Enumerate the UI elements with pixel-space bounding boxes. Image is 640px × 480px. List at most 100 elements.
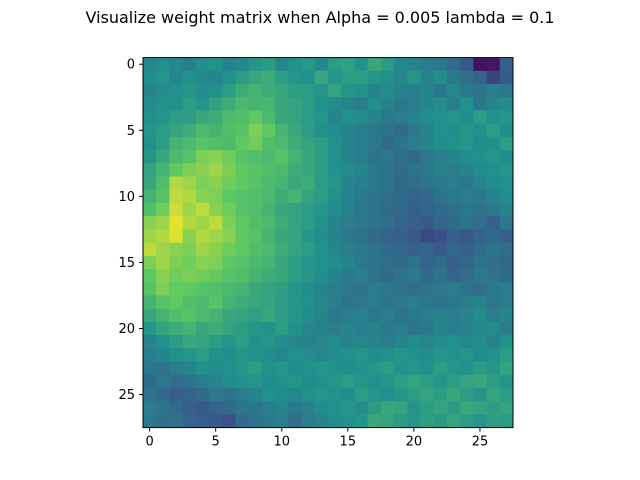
heatmap-cell: [195, 57, 210, 72]
heatmap-cell: [380, 269, 395, 283]
heatmap-cell: [328, 255, 342, 270]
heatmap-cell: [433, 361, 448, 376]
heatmap-cell: [420, 136, 435, 151]
heatmap-cell: [380, 70, 395, 85]
heatmap-cell: [143, 70, 157, 85]
heatmap-cell: [394, 387, 408, 402]
heatmap-cell: [182, 335, 197, 349]
heatmap-cell: [341, 308, 355, 323]
heatmap-cell: [248, 282, 263, 296]
heatmap-cell: [275, 176, 289, 191]
heatmap-cell: [182, 401, 197, 415]
heatmap-cell: [314, 189, 329, 204]
heatmap-cell: [460, 361, 474, 376]
heatmap-cell: [367, 150, 382, 164]
heatmap-cell: [222, 97, 236, 111]
heatmap-cell: [156, 202, 170, 217]
heatmap-cell: [380, 136, 395, 151]
heatmap-cell: [156, 348, 170, 362]
heatmap-cell: [275, 229, 289, 243]
heatmap-cell: [222, 321, 236, 336]
heatmap-cell: [143, 255, 157, 270]
heatmap-cell: [486, 216, 501, 230]
heatmap-cell: [314, 202, 329, 217]
heatmap-cell: [235, 282, 250, 296]
heatmap-cell: [433, 374, 448, 389]
heatmap-cell: [486, 255, 501, 270]
heatmap-cell: [261, 110, 276, 125]
heatmap-cell: [420, 110, 435, 125]
heatmap-cell: [156, 216, 170, 230]
heatmap-cell: [354, 255, 369, 270]
heatmap-cell: [248, 308, 263, 323]
heatmap-cell: [209, 282, 223, 296]
heatmap-cell: [394, 70, 408, 85]
heatmap-cell: [169, 414, 184, 428]
heatmap-cell: [143, 414, 157, 428]
heatmap-cell: [195, 387, 210, 402]
heatmap-cell: [195, 123, 210, 138]
heatmap-cell: [182, 189, 197, 204]
heatmap-cell: [460, 176, 474, 191]
heatmap-cell: [288, 123, 302, 138]
heatmap-cell: [275, 189, 289, 204]
heatmap-cell: [420, 374, 435, 389]
heatmap-cell: [394, 321, 408, 336]
heatmap-cell: [407, 216, 421, 230]
heatmap-cell: [341, 387, 355, 402]
heatmap-cell: [341, 84, 355, 98]
heatmap-cell: [354, 110, 369, 125]
heatmap-cell: [420, 361, 435, 376]
heatmap-cell: [460, 163, 474, 177]
heatmap-cell: [209, 150, 223, 164]
heatmap-cell: [301, 335, 316, 349]
heatmap-cell: [380, 401, 395, 415]
heatmap-cell: [367, 110, 382, 125]
heatmap-cell: [156, 229, 170, 243]
heatmap-cell: [195, 401, 210, 415]
heatmap-cell: [328, 84, 342, 98]
heatmap-cell: [420, 335, 435, 349]
heatmap-cell: [328, 242, 342, 257]
heatmap-cell: [380, 374, 395, 389]
heatmap-cell: [235, 136, 250, 151]
heatmap-cell: [209, 242, 223, 257]
heatmap-cell: [314, 242, 329, 257]
heatmap-cell: [301, 176, 316, 191]
heatmap-cell: [499, 401, 514, 415]
x-tick-label: 15: [340, 435, 357, 450]
heatmap-cell: [314, 110, 329, 125]
heatmap-cell: [354, 84, 369, 98]
heatmap-cell: [143, 295, 157, 310]
heatmap-cell: [407, 136, 421, 151]
heatmap-cell: [195, 321, 210, 336]
heatmap-cell: [182, 110, 197, 125]
heatmap-cell: [460, 348, 474, 362]
heatmap-cell: [182, 97, 197, 111]
heatmap-cell: [182, 321, 197, 336]
heatmap-cell: [354, 321, 369, 336]
heatmap-cell: [222, 361, 236, 376]
heatmap-cell: [195, 202, 210, 217]
heatmap-cell: [486, 57, 501, 72]
heatmap-cell: [433, 57, 448, 72]
heatmap-cell: [222, 84, 236, 98]
heatmap-cell: [222, 401, 236, 415]
heatmap-cell: [169, 255, 184, 270]
heatmap-cell: [301, 308, 316, 323]
heatmap-cell: [301, 255, 316, 270]
heatmap-cell: [420, 216, 435, 230]
heatmap-cell: [460, 216, 474, 230]
heatmap-cell: [169, 216, 184, 230]
heatmap-cell: [261, 189, 276, 204]
heatmap-cell: [394, 255, 408, 270]
heatmap-cell: [499, 150, 514, 164]
heatmap-cell: [275, 150, 289, 164]
heatmap-cell: [301, 57, 316, 72]
heatmap-cell: [499, 202, 514, 217]
heatmap-cell: [499, 295, 514, 310]
heatmap-cell: [314, 70, 329, 85]
heatmap-cell: [486, 295, 501, 310]
heatmap-cell: [222, 255, 236, 270]
heatmap-cell: [420, 229, 435, 243]
